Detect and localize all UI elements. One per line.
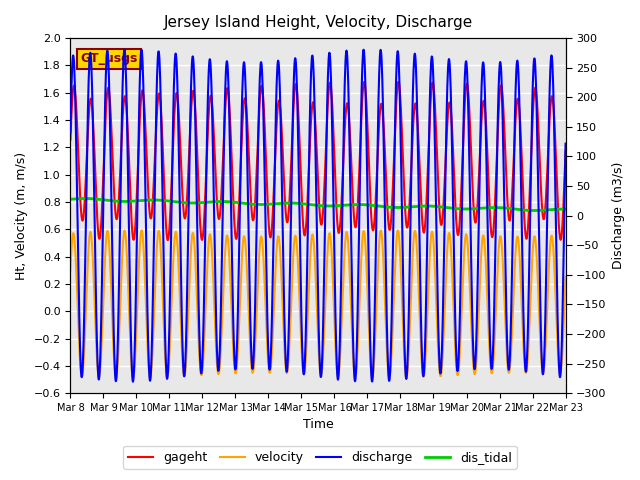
velocity (262, 299, 269, 304)
Title: Jersey Island Height, Velocity, Discharge: Jersey Island Height, Velocity, Discharg… (163, 15, 472, 30)
Text: GT_usgs: GT_usgs (80, 52, 138, 65)
Legend: gageht, velocity, discharge, dis_tidal: gageht, velocity, discharge, dis_tidal (123, 446, 517, 469)
velocity (273, 237, 281, 243)
gageht (261, 132, 269, 138)
gageht (394, 81, 401, 87)
discharge (394, 49, 402, 55)
gageht (518, 168, 526, 173)
dis_tidal (562, 206, 570, 212)
Line: dis_tidal: dis_tidal (70, 199, 566, 211)
gageht (273, 114, 281, 120)
discharge (562, 141, 570, 146)
discharge (67, 129, 74, 135)
gageht (176, 139, 184, 144)
velocity (518, 314, 526, 320)
Line: gageht: gageht (70, 82, 566, 240)
dis_tidal (394, 204, 401, 210)
gageht (67, 137, 74, 143)
velocity (562, 274, 570, 279)
velocity (476, 288, 483, 293)
Line: velocity: velocity (70, 230, 566, 378)
velocity (177, 311, 184, 316)
Y-axis label: Ht, Velocity (m, m/s): Ht, Velocity (m, m/s) (15, 152, 28, 280)
velocity (67, 267, 74, 273)
Line: discharge: discharge (70, 49, 566, 382)
discharge (476, 174, 483, 180)
discharge (177, 242, 184, 248)
dis_tidal (261, 202, 269, 207)
discharge (518, 249, 526, 254)
gageht (476, 158, 483, 164)
velocity (138, 228, 145, 233)
dis_tidal (476, 205, 483, 211)
discharge (273, 64, 281, 70)
discharge (262, 213, 269, 219)
dis_tidal (81, 196, 89, 202)
dis_tidal (176, 200, 184, 205)
discharge (129, 379, 137, 384)
dis_tidal (530, 208, 538, 214)
velocity (129, 375, 137, 381)
velocity (394, 228, 402, 233)
dis_tidal (518, 207, 525, 213)
gageht (562, 149, 570, 155)
gageht (164, 237, 172, 243)
dis_tidal (273, 201, 281, 206)
X-axis label: Time: Time (303, 419, 333, 432)
discharge (120, 47, 128, 52)
Y-axis label: Discharge (m3/s): Discharge (m3/s) (612, 162, 625, 269)
gageht (395, 79, 403, 85)
dis_tidal (67, 196, 74, 202)
